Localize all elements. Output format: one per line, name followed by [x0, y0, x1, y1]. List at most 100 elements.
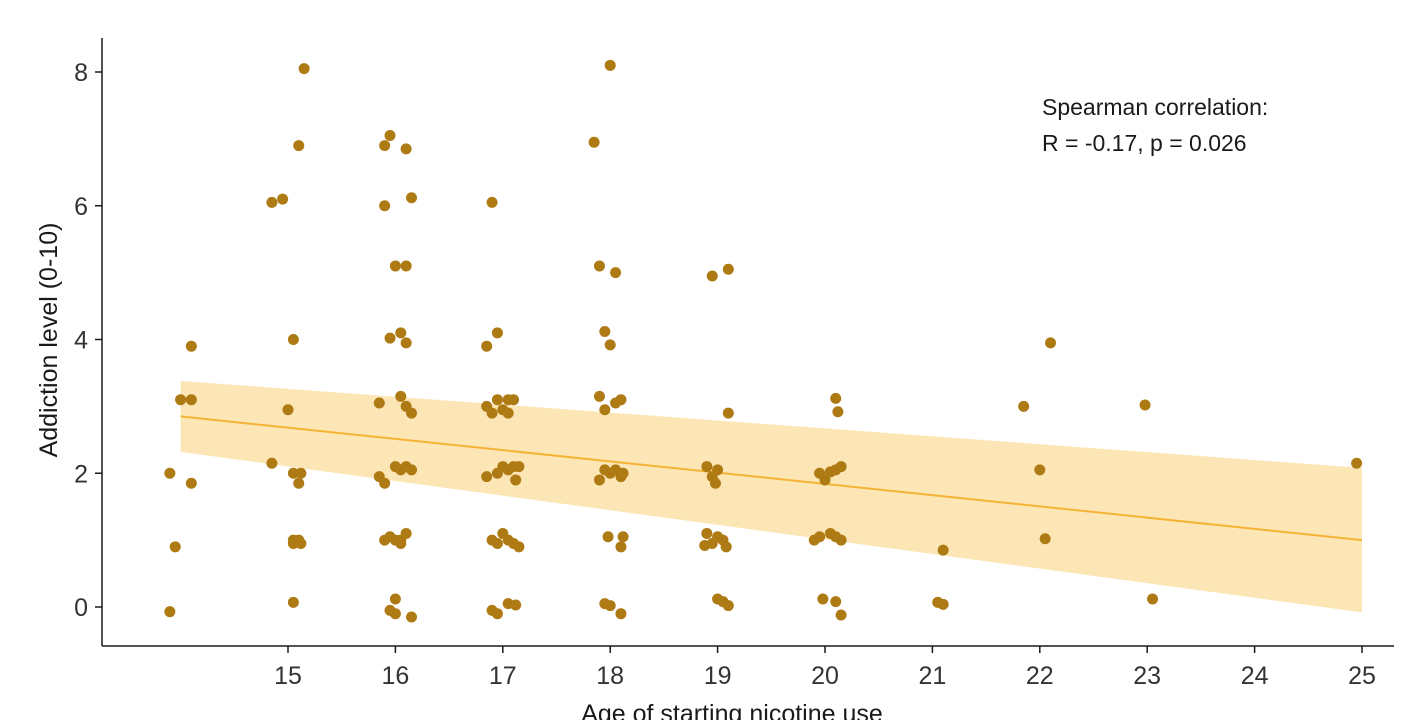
data-point: [295, 467, 307, 479]
data-point: [406, 464, 418, 476]
data-point: [266, 457, 278, 469]
data-point: [617, 467, 629, 479]
y-tick-label: 6: [74, 193, 88, 221]
data-point: [277, 193, 289, 205]
data-point: [373, 397, 385, 409]
data-point: [835, 609, 847, 621]
data-point: [164, 467, 176, 479]
data-point: [709, 477, 721, 489]
x-tick-label: 22: [1026, 662, 1054, 690]
x-tick-label: 19: [704, 662, 732, 690]
data-point: [175, 394, 187, 406]
data-point: [513, 541, 525, 553]
data-point: [599, 404, 611, 416]
data-point: [617, 531, 629, 543]
data-point: [384, 130, 396, 142]
data-point: [814, 531, 826, 543]
data-point: [481, 340, 493, 352]
data-point: [819, 474, 831, 486]
data-point: [169, 541, 181, 553]
data-point: [389, 260, 401, 272]
data-point: [604, 339, 616, 351]
x-tick-label: 17: [489, 662, 517, 690]
regression-line: [180, 415, 1363, 542]
data-point: [379, 200, 391, 212]
x-tick-label: 25: [1348, 662, 1376, 690]
data-point: [395, 534, 407, 546]
data-point: [287, 334, 299, 345]
data-point: [937, 544, 949, 556]
data-point: [502, 407, 514, 419]
data-point: [510, 599, 522, 611]
data-point: [491, 537, 503, 549]
data-point: [400, 143, 412, 155]
data-point: [486, 407, 498, 419]
data-point: [706, 270, 718, 282]
data-point: [491, 327, 503, 339]
data-point: [610, 267, 622, 279]
data-point: [395, 327, 407, 339]
data-point: [615, 541, 627, 553]
data-point: [164, 606, 176, 618]
data-point: [185, 340, 197, 352]
regression-line-layer: [180, 415, 1363, 542]
y-tick-label: 8: [74, 59, 88, 87]
data-point: [287, 596, 299, 608]
data-point: [395, 390, 407, 402]
data-point: [1139, 399, 1151, 411]
y-tick-label: 4: [74, 327, 88, 355]
y-tick-label: 0: [74, 594, 88, 622]
data-point: [817, 593, 829, 605]
data-point: [1034, 464, 1046, 476]
data-point: [266, 196, 278, 208]
data-point: [701, 461, 713, 473]
data-point: [1039, 533, 1051, 545]
data-point: [513, 461, 525, 473]
data-point: [1351, 457, 1363, 469]
x-tick-label: 20: [811, 662, 839, 690]
x-tick-label: 18: [596, 662, 624, 690]
data-point: [379, 140, 391, 152]
data-point: [722, 600, 734, 612]
data-points-layer: [164, 59, 1363, 623]
data-point: [830, 596, 842, 608]
data-point: [486, 196, 498, 208]
data-point: [722, 407, 734, 419]
data-point: [400, 260, 412, 272]
data-point: [937, 598, 949, 610]
data-point: [406, 611, 418, 623]
data-point: [722, 263, 734, 275]
data-point: [293, 477, 305, 489]
data-point: [1147, 593, 1159, 605]
data-point: [384, 332, 396, 344]
data-point: [293, 534, 305, 546]
data-point: [701, 527, 713, 539]
data-point: [712, 464, 724, 476]
data-point: [835, 461, 847, 473]
data-point: [379, 477, 391, 489]
data-point: [615, 394, 627, 406]
x-tick-label: 15: [274, 662, 302, 690]
data-point: [384, 531, 396, 543]
data-point: [298, 63, 310, 75]
data-point: [491, 394, 503, 406]
data-point: [481, 471, 493, 483]
data-point: [510, 474, 522, 486]
data-point: [491, 608, 503, 620]
data-point: [389, 593, 401, 605]
data-point: [389, 608, 401, 620]
annotation-line-2: R = -0.17, p = 0.026: [1042, 130, 1247, 156]
x-tick-label: 21: [918, 662, 946, 690]
confidence-band: [180, 380, 1363, 613]
data-point: [602, 531, 614, 543]
data-point: [1045, 337, 1057, 349]
x-tick-label: 23: [1133, 662, 1161, 690]
data-point: [832, 406, 844, 418]
data-point: [508, 394, 520, 406]
x-tick-label: 16: [381, 662, 409, 690]
annotation-line-1: Spearman correlation:: [1042, 94, 1268, 120]
data-point: [835, 534, 847, 546]
x-tick-label: 24: [1241, 662, 1269, 690]
y-tick-label: 2: [74, 460, 88, 488]
data-point: [593, 390, 605, 402]
